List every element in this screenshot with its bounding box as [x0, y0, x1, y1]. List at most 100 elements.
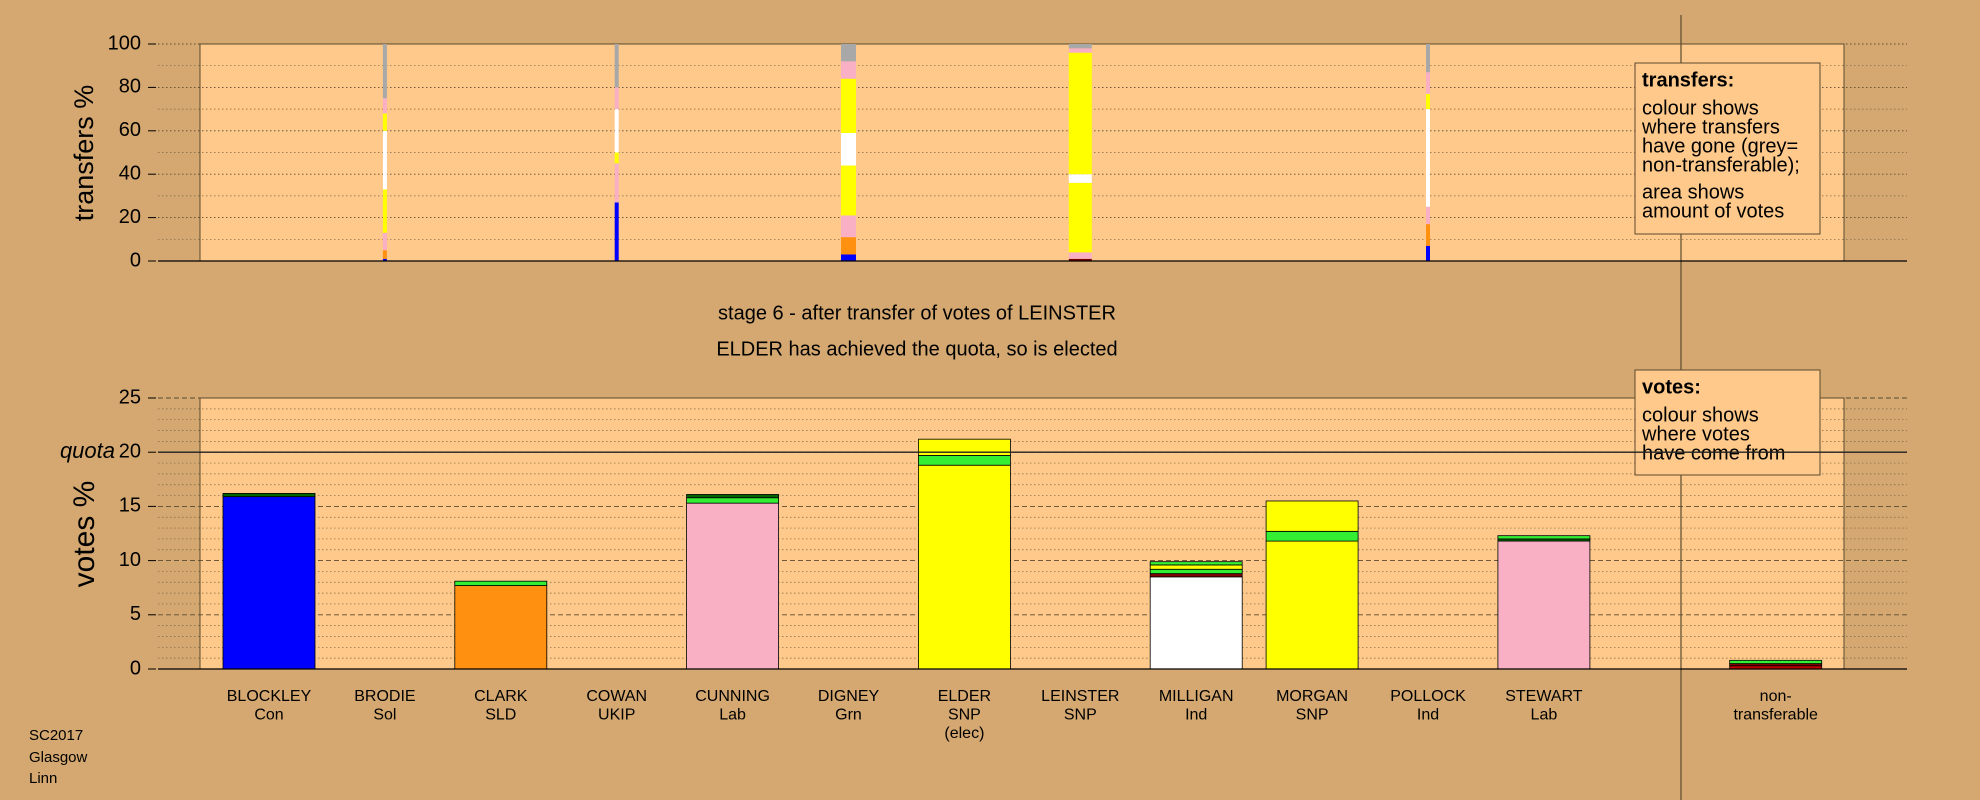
vote-segment: [918, 455, 1011, 466]
footer-text: Linn: [29, 770, 57, 787]
y-tick-label: 60: [119, 119, 141, 141]
transfer-segment: [614, 87, 619, 110]
x-tick-label: Lab: [1531, 707, 1558, 724]
stage-title: stage 6 - after transfer of votes of LEI…: [718, 302, 1116, 324]
transfer-segment: [1426, 44, 1430, 73]
y-tick-label: 20: [119, 206, 141, 228]
x-tick-label: Sol: [373, 707, 396, 724]
transfer-segment: [1426, 72, 1430, 94]
y-tick-label: 100: [108, 32, 141, 54]
y-tick-label: 25: [119, 386, 141, 408]
vote-segment: [1265, 530, 1359, 542]
vote-segment: [1149, 576, 1243, 670]
transfer-segment: [614, 152, 619, 164]
y-tick-label: 5: [130, 603, 141, 625]
x-tick-label: LEINSTER: [1041, 688, 1119, 705]
vote-segment: [222, 492, 316, 498]
transfer-segment: [1068, 182, 1092, 253]
transfer-segment: [382, 258, 387, 261]
transfer-segment: [841, 237, 856, 255]
x-tick-label: non-: [1760, 688, 1792, 705]
vote-segment: [1149, 561, 1243, 566]
vote-segment: [1149, 564, 1243, 570]
transfer-segment: [1068, 48, 1092, 53]
vote-segment: [454, 580, 548, 586]
x-tick-label: MORGAN: [1276, 688, 1348, 705]
legend-box: [1634, 369, 1821, 476]
transfer-segment: [382, 130, 387, 190]
legend-box: [1634, 62, 1821, 235]
x-tick-label: BRODIE: [354, 688, 415, 705]
transfer-segment: [382, 232, 387, 251]
x-tick-label: UKIP: [598, 707, 635, 724]
y-tick-label: 10: [119, 549, 141, 571]
x-tick-label: Ind: [1185, 707, 1207, 724]
vote-segment: [918, 438, 1011, 456]
transfer-segment: [841, 61, 856, 79]
vote-segment: [686, 494, 779, 499]
x-tick-label: (elec): [944, 725, 984, 742]
vote-segment: [454, 585, 548, 670]
legend-text: colour shows: [1642, 97, 1759, 119]
y-tick-label: 0: [130, 249, 141, 271]
transfer-segment: [382, 113, 387, 131]
bottom-plot-area: [199, 397, 1845, 670]
transfer-segment: [1426, 245, 1430, 261]
vote-segment: [1497, 540, 1591, 670]
x-tick-label: POLLOCK: [1390, 688, 1466, 705]
x-tick-label: SNP: [948, 707, 981, 724]
x-tick-label: Grn: [835, 707, 862, 724]
y-tick-label: 15: [119, 495, 141, 517]
transfer-segment: [1068, 258, 1092, 261]
legend-title: votes:: [1642, 376, 1701, 398]
transfer-segment: [1068, 174, 1092, 183]
quota-label: quota: [60, 438, 115, 463]
x-tick-label: CUNNING: [695, 688, 770, 705]
x-tick-label: STEWART: [1505, 688, 1583, 705]
x-tick-label: Ind: [1417, 707, 1439, 724]
y-axis-title: votes %: [68, 481, 101, 588]
footer-text: Glasgow: [29, 749, 88, 766]
legend-text: have come from: [1642, 442, 1785, 464]
transfer-segment: [1068, 44, 1092, 49]
legend-text: where transfers: [1641, 116, 1780, 138]
x-tick-label: COWAN: [586, 688, 647, 705]
x-tick-label: CLARK: [474, 688, 528, 705]
transfer-segment: [382, 250, 387, 259]
stage-subtitle: ELDER has achieved the quota, so is elec…: [716, 338, 1117, 360]
legend-text: where votes: [1641, 423, 1750, 445]
vote-segment: [686, 497, 779, 504]
transfer-segment: [382, 98, 387, 114]
transfer-segment: [841, 215, 856, 238]
legend-text: have gone (grey=: [1642, 135, 1798, 157]
vote-segment: [1265, 540, 1359, 670]
x-tick-label: transferable: [1733, 707, 1818, 724]
vote-segment: [918, 464, 1011, 670]
transfer-segment: [1068, 252, 1092, 259]
transfer-segment: [614, 202, 619, 261]
x-tick-label: SNP: [1296, 707, 1329, 724]
legend-text: non-transferable);: [1642, 154, 1800, 176]
vote-segment: [1497, 535, 1591, 540]
vote-segment: [1729, 659, 1823, 664]
transfer-segment: [841, 78, 856, 133]
vote-segment: [1149, 573, 1243, 578]
vote-segment: [1149, 568, 1243, 575]
x-tick-label: ELDER: [938, 688, 991, 705]
legend-text: area shows: [1642, 181, 1744, 203]
x-tick-label: Lab: [719, 707, 746, 724]
x-tick-label: Con: [254, 707, 283, 724]
transfer-segment: [382, 189, 387, 233]
transfer-segment: [1426, 93, 1430, 110]
transfer-segment: [841, 132, 856, 166]
transfer-segment: [841, 165, 856, 216]
transfer-segment: [614, 44, 619, 88]
y-tick-label: 40: [119, 162, 141, 184]
y-axis-title: transfers %: [69, 85, 99, 222]
transfer-segment: [614, 163, 619, 203]
transfer-segment: [841, 44, 856, 62]
transfer-segment: [382, 44, 387, 99]
x-tick-label: DIGNEY: [818, 688, 880, 705]
transfer-segment: [1426, 206, 1430, 225]
vote-segment: [686, 502, 779, 670]
